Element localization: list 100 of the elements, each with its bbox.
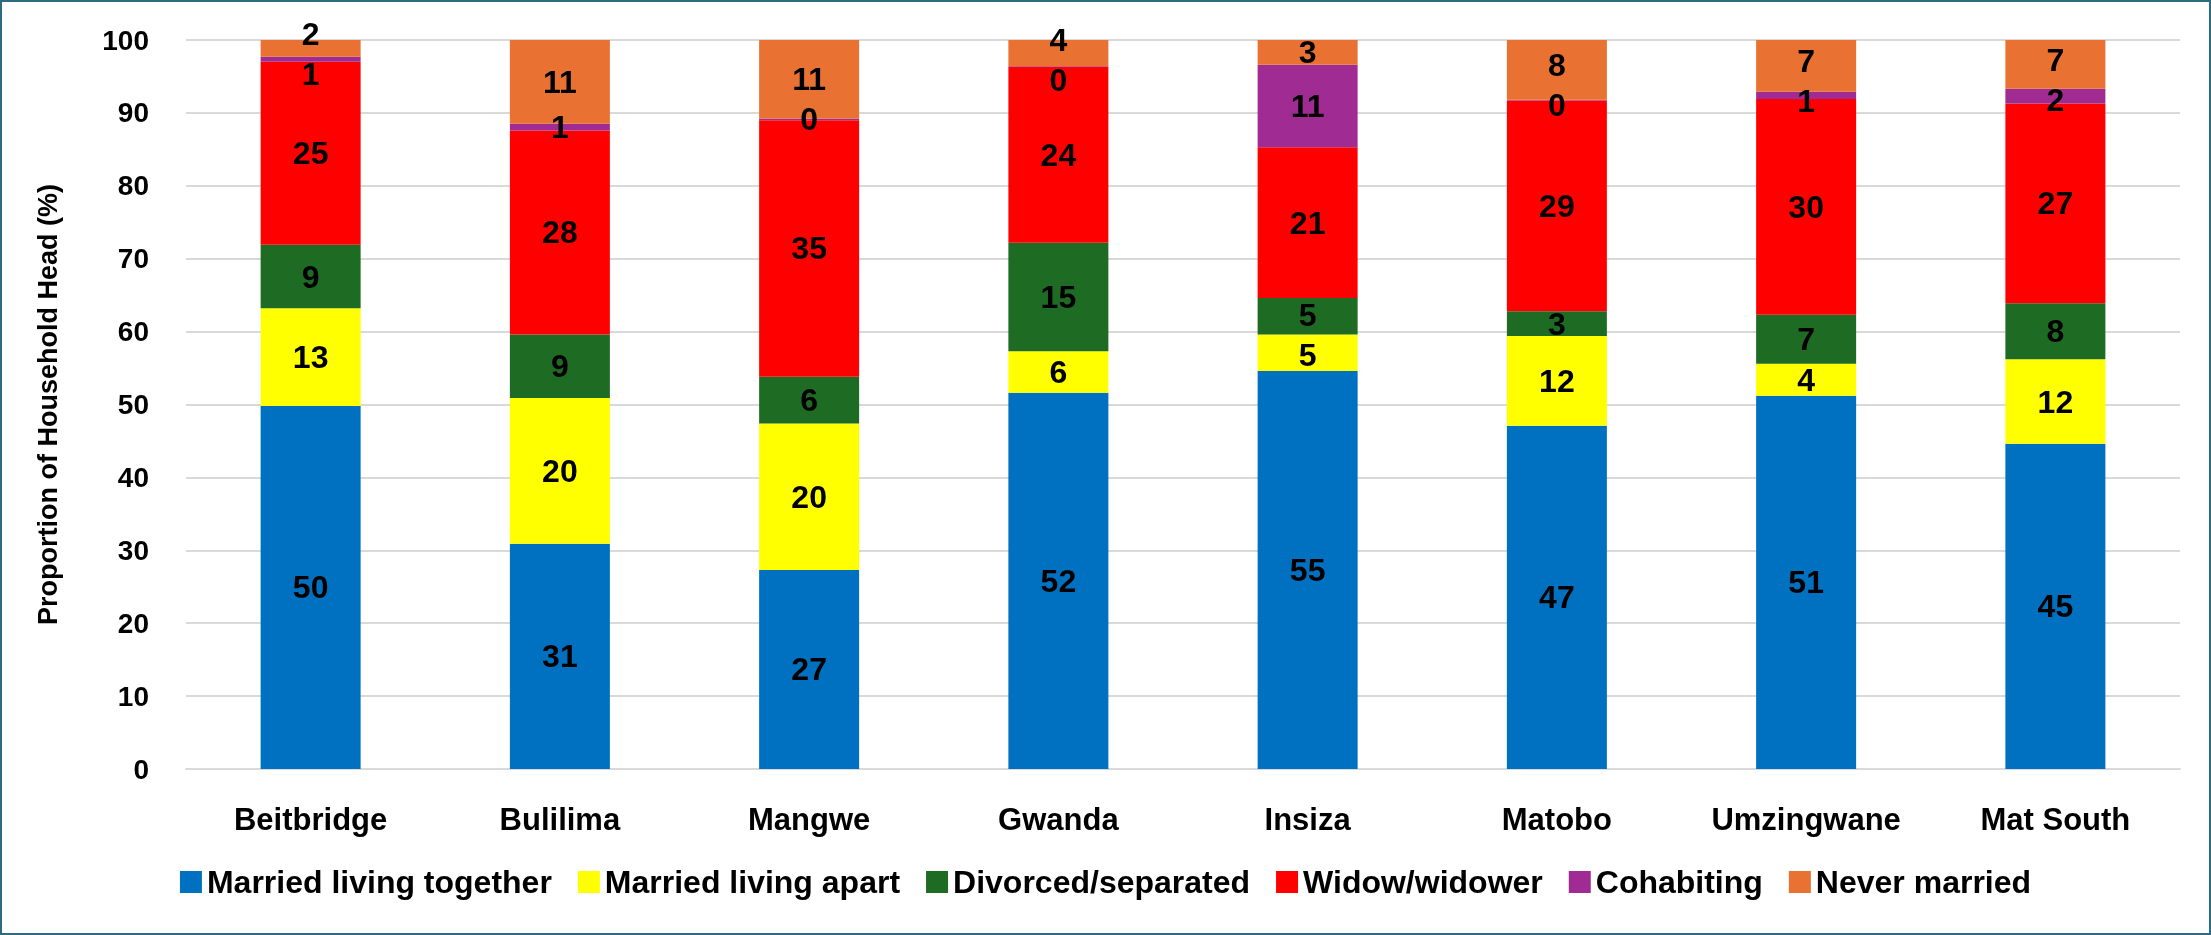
data-label: 27 [2037,185,2074,222]
x-tick-label: Umzingwane [1711,802,1901,837]
legend-label: Widow/widower [1303,864,1543,900]
data-label: 0 [1547,87,1566,124]
bar [2005,359,2106,444]
data-label: 15 [1040,278,1077,315]
legend-label: Cohabiting [1595,864,1763,900]
y-tick-label: 100 [102,24,149,56]
bar [2005,40,2106,89]
bar [260,308,361,406]
data-label: 24 [1040,136,1077,173]
data-label: 5 [1298,296,1317,333]
bar [509,397,610,544]
x-tick-label: Insiza [1264,802,1352,837]
data-label: 1 [550,109,569,146]
data-label: 29 [1539,187,1575,224]
y-tick-label: 80 [117,170,149,202]
bar [1756,40,1857,92]
y-tick-label: 10 [117,680,149,712]
x-tick-label: Beitbridge [233,802,388,837]
data-label: 3 [1298,34,1317,71]
data-label: 0 [800,101,819,138]
data-label: 11 [792,61,827,98]
data-label: 27 [791,651,827,688]
data-label: 7 [2046,42,2065,79]
bar [1756,363,1857,396]
data-label: 55 [1289,551,1326,588]
bar [1257,64,1358,148]
data-label: 30 [1788,188,1824,225]
y-tick-label: 30 [117,534,149,566]
bar [1257,370,1358,769]
x-tick-label: Matobo [1501,802,1612,837]
bar [260,56,361,62]
data-label: 20 [542,452,578,489]
data-label: 6 [1049,354,1068,391]
x-tick-label: Mat South [1980,802,2131,837]
legend-label: Married living apart [604,864,901,900]
data-label: 45 [2037,588,2074,625]
bar [1506,311,1607,336]
data-label: 1 [301,55,320,92]
y-axis-title: Proportion of Household Head (%) [32,184,63,625]
x-tick-label: Gwanda [998,802,1120,837]
bar [509,543,610,769]
data-label: 0 [1049,61,1068,98]
bar [260,405,361,769]
bar [1257,40,1358,65]
y-tick-label: 60 [117,316,149,348]
data-label: 50 [292,569,329,606]
bar [1257,147,1358,299]
bar [1756,314,1857,364]
data-label: 51 [1788,564,1824,601]
bar [759,423,860,570]
data-label: 12 [2037,383,2074,420]
data-label: 8 [2046,313,2065,350]
data-label: 20 [791,478,827,515]
bar [2005,443,2106,769]
bar [1008,392,1109,769]
data-label: 28 [542,214,578,251]
data-label: 52 [1040,562,1077,599]
data-label: 31 [542,638,578,675]
data-label: 35 [791,230,827,267]
bar [1756,395,1857,769]
legend-label: Divorced/separated [953,864,1251,900]
bar [1257,334,1358,371]
legend-label: Married living together [206,864,552,900]
legend-label: Never married [1815,864,2032,900]
bar [759,376,860,424]
bar [2005,303,2106,360]
data-label: 11 [1290,87,1325,124]
data-label: 8 [1547,47,1566,84]
x-tick-label: Mangwe [747,802,871,837]
data-label: 9 [301,258,320,295]
data-label: 4 [1797,361,1816,398]
bar [260,244,361,309]
data-label: 7 [1797,42,1816,79]
data-label: 11 [542,63,577,100]
y-tick-label: 50 [117,389,149,420]
data-label: 13 [292,339,329,376]
bar [1506,425,1607,769]
data-label: 5 [1298,336,1317,373]
bar [1008,242,1109,352]
y-tick-label: 20 [117,607,149,639]
data-label: 6 [800,382,819,419]
y-tick-label: 70 [117,243,149,275]
bar [260,61,361,245]
data-label: 9 [550,348,569,385]
bar [1008,351,1109,393]
data-label: 47 [1539,579,1575,616]
bar [1506,335,1607,426]
data-label: 7 [1797,321,1816,358]
data-label: 3 [1547,305,1566,342]
data-label: 21 [1289,204,1326,241]
y-tick-label: 0 [133,753,149,785]
bar [1257,298,1358,335]
data-label: 12 [1539,362,1575,399]
bar [1008,66,1109,243]
y-tick-label: 90 [117,97,149,129]
data-label: 25 [292,135,329,172]
bar [759,569,860,769]
y-tick-label: 40 [117,461,149,493]
